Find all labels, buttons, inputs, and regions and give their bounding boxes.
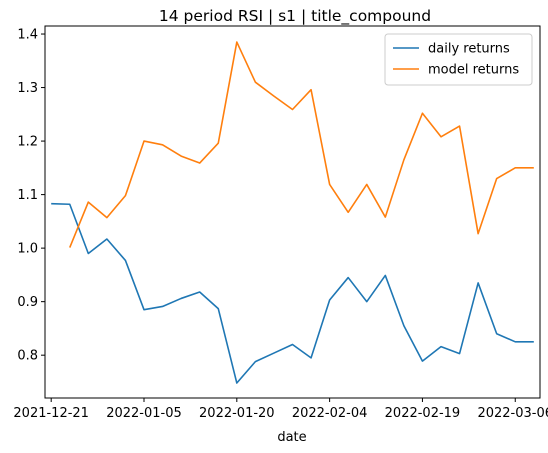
y-tick-label: 0.9 <box>17 295 38 310</box>
y-tick-label: 1.0 <box>17 242 38 257</box>
series-line-0 <box>51 204 534 383</box>
y-axis: 0.8 0.9 1.0 1.1 1.2 1.3 1.4 <box>17 28 45 364</box>
legend-label-1: model returns <box>428 63 519 78</box>
chart-title: 14 period RSI | s1 | title_compound <box>159 7 431 26</box>
x-axis: 2021-12-21 2022-01-05 2022-01-20 2022-02-04… <box>13 398 548 421</box>
series-layer <box>51 42 534 383</box>
legend: daily returns model returns <box>385 34 532 85</box>
y-tick-label: 1.4 <box>17 28 38 43</box>
x-tick-label: 2022-01-20 <box>199 406 275 421</box>
x-tick-label: 2022-02-19 <box>385 406 461 421</box>
x-tick-label: 2022-03-06 <box>477 406 548 421</box>
y-tick-label: 1.2 <box>17 135 38 150</box>
x-tick-label: 2022-02-04 <box>292 406 368 421</box>
y-tick-label: 0.8 <box>17 349 38 364</box>
y-tick-label: 1.3 <box>17 81 38 96</box>
x-tick-label: 2022-01-05 <box>106 406 182 421</box>
y-tick-label: 1.1 <box>17 188 38 203</box>
x-tick-label: 2021-12-21 <box>13 406 89 421</box>
x-axis-label: date <box>277 430 306 445</box>
legend-label-0: daily returns <box>428 42 510 57</box>
